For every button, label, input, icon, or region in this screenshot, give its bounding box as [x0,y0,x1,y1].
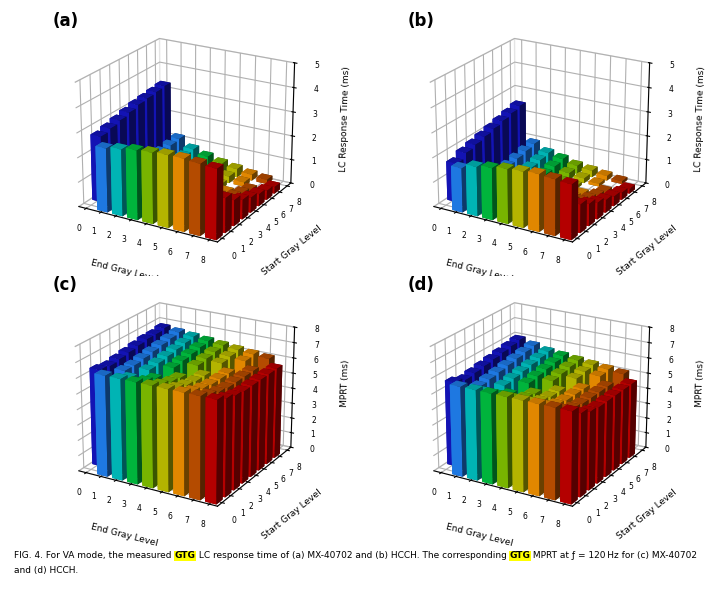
Y-axis label: Start Gray Level: Start Gray Level [260,488,323,541]
Text: (b): (b) [408,12,435,30]
Text: LC response time of (a) MX-40702 and (b) HCCH. The corresponding: LC response time of (a) MX-40702 and (b)… [196,551,510,560]
Text: (d): (d) [408,276,435,294]
Text: GTG: GTG [510,551,531,560]
X-axis label: End Gray Level: End Gray Level [90,523,159,548]
X-axis label: End Gray Level: End Gray Level [445,259,514,284]
Y-axis label: Start Gray Level: Start Gray Level [615,488,678,541]
Text: MPRT at ƒ = 120 Hz for (c) MX-40702: MPRT at ƒ = 120 Hz for (c) MX-40702 [531,551,697,560]
Text: and (d) HCCH.: and (d) HCCH. [14,566,79,575]
Y-axis label: Start Gray Level: Start Gray Level [260,224,323,277]
X-axis label: End Gray Level: End Gray Level [445,523,514,548]
Text: (c): (c) [53,276,77,294]
Text: FIG. 4. For VA mode, the measured: FIG. 4. For VA mode, the measured [14,551,175,560]
X-axis label: End Gray Level: End Gray Level [90,259,159,284]
Text: (a): (a) [53,12,79,30]
Text: GTG: GTG [175,551,196,560]
Y-axis label: Start Gray Level: Start Gray Level [615,224,678,277]
